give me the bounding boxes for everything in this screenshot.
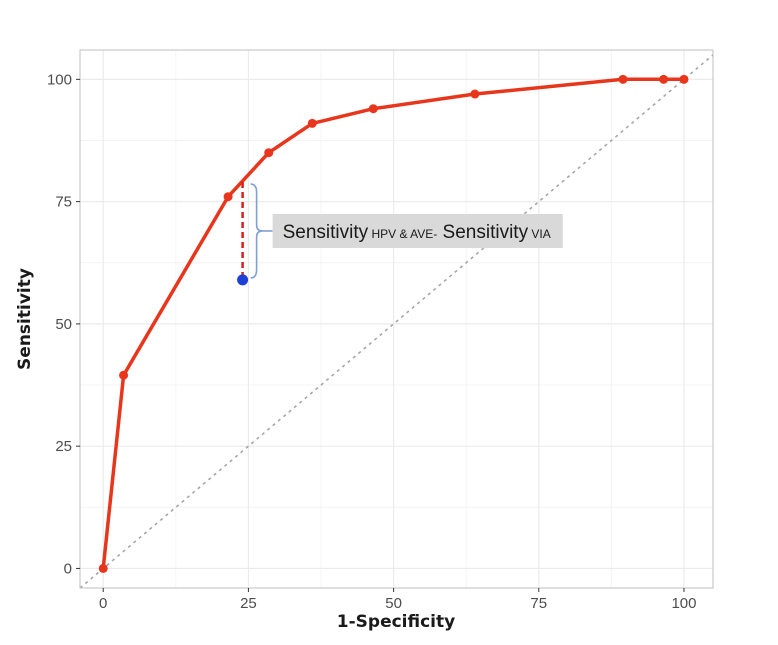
roc-point xyxy=(307,118,317,128)
roc-point xyxy=(368,104,378,114)
x-axis-title: 1-Specificity xyxy=(337,612,455,632)
y-tick-label: 75 xyxy=(55,194,72,211)
x-tick-label: 100 xyxy=(671,595,696,612)
reference-line xyxy=(79,54,714,589)
roc-point xyxy=(659,74,669,84)
reference-diagonal xyxy=(79,54,714,589)
y-tick-label: 25 xyxy=(55,438,72,455)
difference-markers xyxy=(237,182,249,286)
x-axis-ticks: 0 25 50 75 100 xyxy=(99,588,696,612)
via-point xyxy=(237,274,249,286)
roc-point xyxy=(223,192,233,202)
plot-panel-border xyxy=(79,49,714,589)
annotation-box xyxy=(272,213,563,248)
roc-curve-line xyxy=(101,77,686,571)
annotation-subscript-part: VIA xyxy=(528,227,551,241)
y-tick-label: 50 xyxy=(55,316,72,333)
y-tick-label: 100 xyxy=(47,71,72,88)
difference-annotation: Sensitivity HPV & AVE- Sensitivity VIA xyxy=(250,183,563,279)
x-tick-label: 25 xyxy=(240,595,257,612)
roc-point xyxy=(470,89,480,99)
roc-series xyxy=(98,74,689,573)
x-tick-label: 50 xyxy=(385,595,402,612)
annotation-main-part: Sensitivity xyxy=(437,222,528,243)
annotation-subscript-part: HPV & AVE- xyxy=(368,227,437,241)
y-axis-ticks: 0 25 50 75 100 xyxy=(47,71,80,577)
x-tick-label: 0 xyxy=(99,595,107,612)
annotation-main-part: Sensitivity xyxy=(283,222,369,243)
difference-bracket xyxy=(250,183,263,279)
y-axis-title: Sensitivity xyxy=(15,268,35,370)
roc-point xyxy=(679,74,689,84)
annotation-text: Sensitivity HPV & AVE- Sensitivity VIA xyxy=(283,222,551,243)
roc-point xyxy=(98,563,108,573)
roc-point xyxy=(618,74,628,84)
roc-point xyxy=(264,148,274,158)
y-tick-label: 0 xyxy=(64,560,72,577)
x-tick-label: 75 xyxy=(530,595,547,612)
grid xyxy=(80,50,713,588)
roc-point xyxy=(119,370,129,380)
